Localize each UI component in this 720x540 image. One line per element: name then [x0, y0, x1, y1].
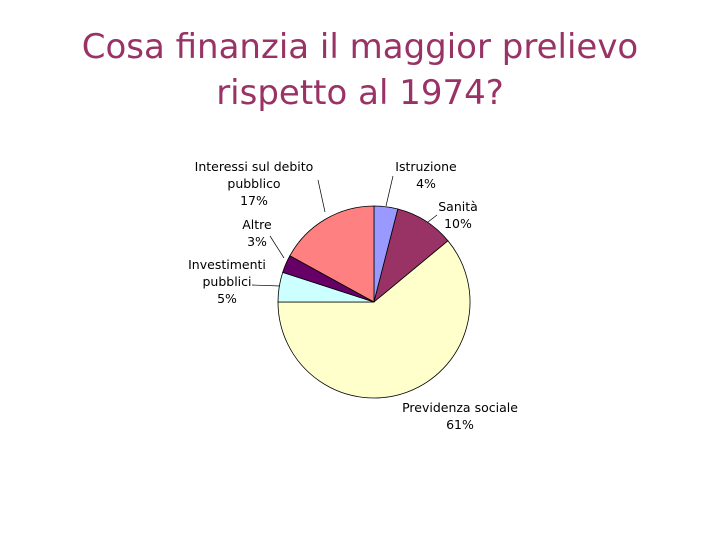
slice-label-line: 17%: [240, 193, 268, 208]
pie-labels: Istruzione 4%Sanità 10% Previdenza sociale 6…: [188, 159, 518, 432]
page-title: Cosa finanzia il maggior prelievo rispet…: [0, 24, 720, 116]
slice-label-line: Investimenti: [188, 257, 266, 272]
slice-label-line: Altre: [242, 217, 272, 232]
slice-label-line: 61%: [446, 417, 474, 432]
slice-label-line: Istruzione: [395, 159, 457, 174]
slice-label-line: 4%: [416, 176, 436, 191]
leader-line: [269, 235, 285, 259]
pie-slices: [277, 205, 471, 399]
title-line-2: rispetto al 1974?: [216, 73, 504, 113]
slice-label-line: 10%: [444, 216, 472, 231]
pie-slice-interessi-sul-debito-pubblico: [289, 205, 375, 303]
slice-label-line: Previdenza sociale: [402, 400, 518, 415]
slice-label-line: pubblici: [202, 274, 251, 289]
slice-label: Interessi sul debito pubblico 17%: [195, 159, 314, 208]
slice-label-line: Interessi sul debito: [195, 159, 314, 174]
leader-line: [385, 175, 394, 207]
slice-label-line: 5%: [217, 291, 237, 306]
leader-line: [427, 214, 438, 223]
slice-label: Investimenti pubblici 5%: [188, 257, 266, 306]
pie-slice-previdenza-sociale: [277, 240, 471, 399]
leader-line: [251, 284, 281, 287]
slice-label-line: pubblico: [227, 176, 280, 191]
title-line-1: Cosa finanzia il maggior prelievo: [81, 27, 639, 67]
slice-label: Sanità 10%: [438, 199, 478, 231]
leader-line: [317, 179, 326, 213]
slice-label-line: 3%: [247, 234, 267, 249]
slice-label: Istruzione 4%: [395, 159, 457, 191]
slice-label-line: Sanità: [438, 199, 478, 214]
slice-label: Altre 3%: [242, 217, 272, 249]
slice-label: Previdenza sociale 61%: [402, 400, 518, 432]
